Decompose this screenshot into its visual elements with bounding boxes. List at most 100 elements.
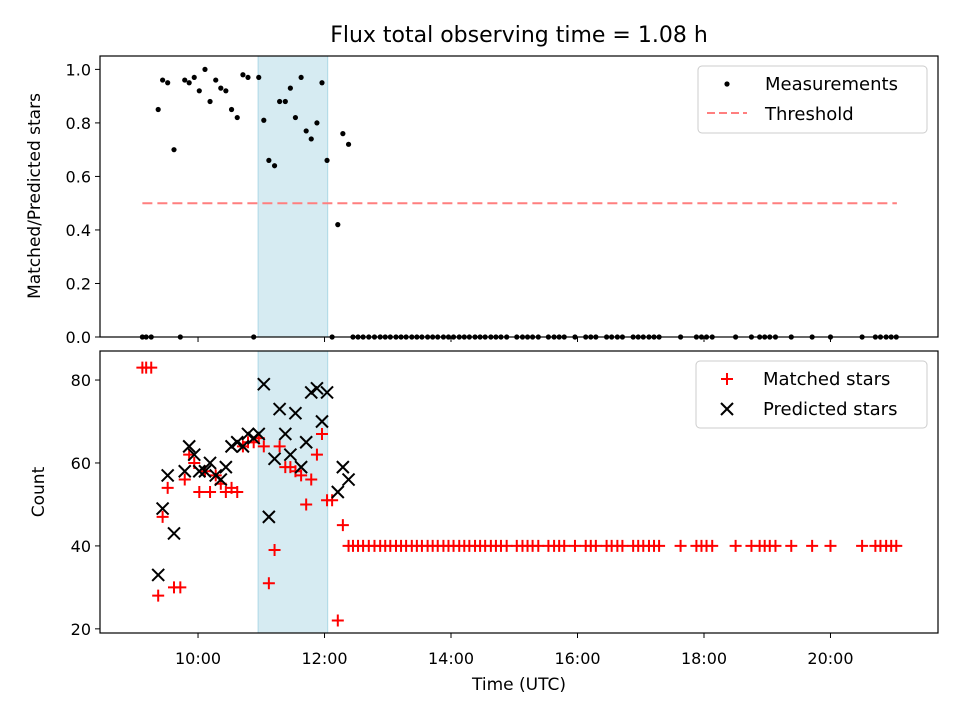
measurement-point [277, 98, 283, 105]
matched-point [161, 481, 174, 494]
measurement-point [218, 85, 224, 91]
measurement-point [196, 88, 202, 94]
matched-points [136, 361, 903, 627]
top-y-tick-label: 1.0 [66, 60, 91, 79]
x-tick-label: 10:00 [175, 649, 221, 668]
predicted-point [336, 460, 350, 474]
measurement-point [165, 80, 171, 86]
bottom-y-tick-label: 80 [71, 371, 91, 390]
predicted-point [315, 414, 329, 429]
measurement-point [266, 157, 272, 163]
measurement-point [202, 66, 208, 72]
predicted-point [299, 435, 313, 449]
x-tick-label: 16:00 [554, 649, 600, 668]
predicted-point [257, 377, 271, 391]
top-y-tick-label: 0.6 [66, 167, 91, 186]
measurement-point [155, 106, 161, 113]
x-tick-label: 20:00 [807, 649, 853, 668]
predicted-point [219, 460, 233, 474]
matched-point [856, 539, 869, 552]
top-frame [99, 55, 939, 338]
measurement-point [303, 128, 309, 134]
matched-point [674, 539, 687, 552]
matched-point [178, 473, 191, 486]
matched-point [806, 539, 819, 552]
x-tick-label: 12:00 [301, 649, 347, 668]
predicted-point [187, 447, 201, 462]
matched-point [310, 448, 323, 461]
measurement-point [213, 77, 219, 83]
measurement-point [345, 141, 352, 147]
predicted-point [304, 385, 318, 400]
matched-point [300, 498, 313, 511]
matched-point [193, 486, 206, 498]
predicted-point [331, 485, 345, 499]
measurement-point [191, 74, 197, 81]
predicted-point [236, 439, 250, 454]
matched-point [295, 469, 308, 482]
measurement-point [223, 88, 229, 94]
predicted-point [203, 456, 217, 470]
bottom-y-tick-label: 60 [71, 454, 91, 473]
x-tick-label: 18:00 [681, 649, 727, 668]
predicted-point [310, 381, 324, 396]
measurement-point [256, 74, 262, 81]
measurement-point [335, 222, 341, 228]
bottom-y-label: Count [29, 466, 49, 517]
bottom-x-axis: 10:00 12:00 14:00 16:00 18:00 20:00 [175, 633, 854, 668]
measurement-point [340, 131, 346, 137]
measurement-point [314, 120, 320, 126]
legend-predicted-marker [720, 402, 734, 416]
predicted-point [288, 406, 303, 420]
matched-point [589, 539, 602, 552]
measurement-point [324, 157, 330, 163]
predicted-point [214, 472, 228, 487]
predicted-point [283, 447, 298, 462]
bottom-highlight-span [257, 350, 329, 634]
predicted-point [341, 472, 356, 487]
top-y-tick-label: 0.4 [66, 221, 91, 240]
measurement-point [308, 136, 314, 142]
measurement-point [261, 117, 267, 123]
predicted-point [198, 464, 212, 478]
top-y-axis: 0.0 0.2 0.4 0.6 0.8 1.0 [66, 60, 100, 347]
predicted-point [151, 568, 165, 582]
bottom-y-axis: 20 40 60 80 [71, 371, 100, 639]
predicted-point [267, 452, 282, 466]
measurement-point [207, 98, 213, 105]
measurement-point [282, 98, 288, 105]
legend-measurements-label: Measurements [765, 74, 898, 95]
bottom-frame [99, 350, 939, 634]
predicted-point [155, 501, 170, 516]
matched-point [231, 486, 244, 498]
predicted-point [224, 439, 239, 454]
measurement-point [319, 80, 325, 86]
top-legend-box [697, 65, 928, 134]
legend-matched-marker [721, 373, 733, 385]
bottom-legend-box [695, 360, 928, 429]
top-y-tick-label: 0.2 [66, 274, 91, 293]
measurement-point [287, 85, 293, 91]
matched-point [558, 539, 571, 552]
matched-point [204, 486, 217, 498]
matched-point [532, 539, 545, 552]
matched-point [262, 577, 275, 590]
predicted-point [272, 402, 287, 416]
predicted-point [230, 435, 244, 449]
measurement-point [228, 106, 235, 113]
matched-point [257, 440, 270, 453]
measurement-point [245, 74, 251, 81]
predicted-point [252, 427, 266, 441]
predicted-points [151, 377, 356, 582]
bottom-legend: Matched stars Predicted stars [695, 360, 928, 429]
predicted-point [241, 427, 255, 441]
chart-title: Flux total observing time = 1.08 h [330, 23, 708, 48]
matched-point [305, 473, 318, 486]
predicted-point [320, 385, 334, 400]
bottom-y-tick-label: 40 [71, 537, 91, 556]
predicted-point [182, 439, 196, 454]
top-y-tick-label: 0.8 [66, 114, 91, 133]
matched-point [785, 539, 798, 552]
